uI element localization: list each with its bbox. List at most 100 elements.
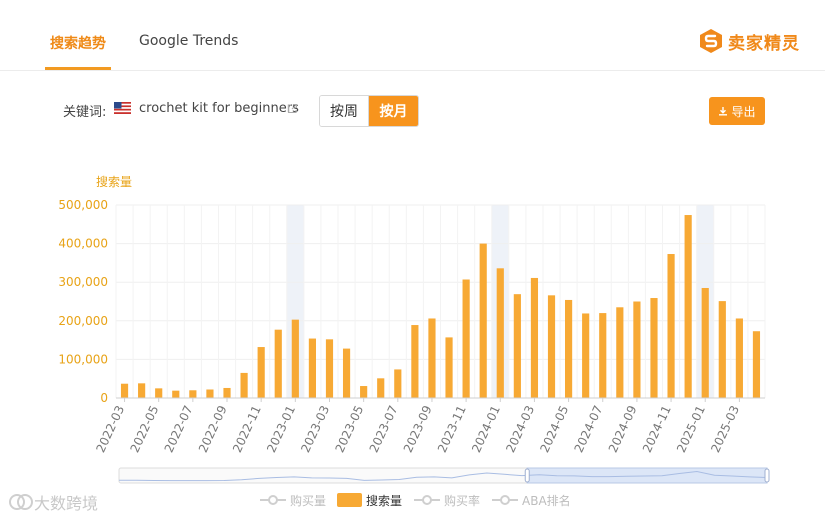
x-tick-label: 2025-03 <box>708 403 742 454</box>
bar <box>513 294 521 398</box>
bar <box>325 339 334 398</box>
search-volume-chart: 0 100,000 200,000 300,000 400,000 500,000 搜索量 2… <box>58 174 770 484</box>
tab-search-trend[interactable]: 搜索趋势 <box>50 36 106 52</box>
y-tick-label: 500,000 <box>58 198 108 212</box>
watermark: 大数跨境 <box>8 490 98 514</box>
bar <box>462 279 470 398</box>
y-tick-label: 200,000 <box>58 314 108 328</box>
zoom-handle-right[interactable] <box>764 468 770 483</box>
us-flag-icon <box>114 102 131 114</box>
legend-line-marker-icon <box>414 495 440 505</box>
bar <box>650 298 658 398</box>
bar <box>257 347 265 398</box>
y-axis-title: 搜索量 <box>96 174 132 189</box>
y-tick-label: 400,000 <box>58 237 108 251</box>
x-tick-label: 2023-07 <box>367 403 401 454</box>
bar <box>684 215 692 398</box>
toggle-monthly[interactable]: 按月 <box>369 96 418 126</box>
x-tick-label: 2023-11 <box>435 403 469 454</box>
legend-purchase-rate[interactable]: 购买率 <box>414 490 480 510</box>
export-button[interactable]: 导出 <box>709 97 765 125</box>
y-tick-label: 0 <box>100 391 108 405</box>
x-tick-label: 2023-09 <box>401 403 435 454</box>
bar <box>342 348 351 398</box>
x-tick-label: 2022-03 <box>93 403 127 454</box>
bar <box>479 243 487 398</box>
x-tick-label: 2022-11 <box>230 403 264 454</box>
bar <box>633 301 641 398</box>
y-tick-label: 300,000 <box>58 275 108 289</box>
legend-label: 搜索量 <box>366 493 403 508</box>
bar <box>360 386 368 398</box>
legend-search-volume[interactable]: 搜索量 <box>337 490 402 510</box>
x-tick-label: 2023-01 <box>264 403 298 454</box>
legend-line-marker-icon <box>492 495 518 505</box>
x-tick-label: 2024-01 <box>469 403 503 454</box>
period-toggle: 按周 按月 <box>319 95 419 127</box>
watermark-text: 大数跨境 <box>34 494 99 513</box>
x-tick-label: 2023-03 <box>298 403 332 454</box>
x-tick-label: 2022-07 <box>162 403 196 454</box>
legend-label: ABA排名 <box>522 493 571 508</box>
x-tick-label: 2024-03 <box>503 403 537 454</box>
bar <box>155 388 163 398</box>
bar <box>138 383 146 398</box>
bar <box>206 389 214 398</box>
toggle-weekly[interactable]: 按周 <box>320 96 369 126</box>
zoom-handle-left[interactable] <box>524 468 530 483</box>
legend-purchase-volume[interactable]: 购买量 <box>260 490 326 510</box>
bar <box>411 325 419 398</box>
bar <box>120 383 129 398</box>
legend-label: 购买率 <box>444 493 481 508</box>
bar <box>582 313 590 398</box>
bar <box>599 313 607 398</box>
bar <box>189 390 197 398</box>
brand-logo-icon <box>700 29 722 53</box>
bar <box>308 338 316 398</box>
watermark-logo-icon <box>9 494 33 510</box>
x-tick-label: 2022-09 <box>196 403 230 454</box>
x-tick-label: 2024-09 <box>606 403 640 454</box>
bar <box>616 307 624 398</box>
bar <box>291 319 299 398</box>
bar <box>394 369 402 398</box>
header-tabs: 搜索趋势 Google Trends 卖家精灵 <box>0 0 825 71</box>
x-tick-label: 2023-05 <box>332 403 366 454</box>
bar <box>667 254 675 398</box>
bar <box>428 318 436 398</box>
keyword-text[interactable]: crochet kit for beginners <box>139 101 299 116</box>
external-link-icon[interactable] <box>287 103 298 114</box>
bar <box>172 390 180 398</box>
bar <box>377 378 385 398</box>
x-tick-label: 2022-05 <box>128 403 162 454</box>
y-tick-label: 100,000 <box>58 352 108 366</box>
brand-logo: 卖家精灵 <box>698 26 800 56</box>
bar <box>223 387 231 398</box>
zoom-slider-preview <box>118 470 768 482</box>
x-tick-label: 2024-07 <box>572 403 606 454</box>
highlight-band <box>286 205 304 398</box>
bar <box>735 318 743 398</box>
bar <box>701 287 709 398</box>
brand-name: 卖家精灵 <box>728 33 800 54</box>
bar <box>530 277 539 398</box>
x-tick-label: 2024-11 <box>640 403 674 454</box>
bar <box>547 295 556 398</box>
bar <box>565 299 573 398</box>
bar <box>718 301 726 398</box>
bar <box>752 331 761 398</box>
chart-legend: 购买量 搜索量 购买率 ABA排名 <box>0 490 825 512</box>
x-tick-label: 2024-05 <box>537 403 571 454</box>
bar <box>274 329 282 398</box>
bar <box>496 268 504 398</box>
keyword-label: 关键词: <box>63 105 107 120</box>
x-tick-label: 2025-01 <box>674 403 708 454</box>
bar <box>240 372 248 398</box>
legend-label: 购买量 <box>290 493 327 508</box>
tab-active-underline <box>45 67 111 70</box>
legend-aba-rank[interactable]: ABA排名 <box>492 490 571 510</box>
tab-google-trends[interactable]: Google Trends <box>139 33 239 49</box>
legend-bar-marker-icon <box>337 493 362 507</box>
download-icon <box>719 107 728 116</box>
bar <box>445 337 453 398</box>
